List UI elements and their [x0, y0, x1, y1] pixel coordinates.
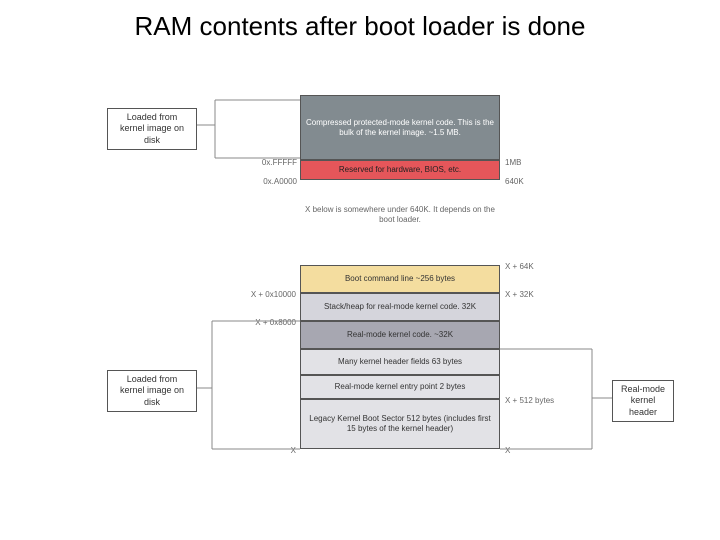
lower-side-left: Loaded from kernel image on disk — [107, 370, 197, 412]
block-legacy: Legacy Kernel Boot Sector 512 bytes (inc… — [300, 399, 500, 449]
addr-x-bottom-right: X — [505, 446, 510, 455]
addr-x-bottom-left: X — [286, 446, 296, 455]
addr-640k: 640K — [505, 177, 524, 186]
note-x-below: X below is somewhere under 640K. It depe… — [300, 205, 500, 224]
addr-x-512: X + 512 bytes — [505, 396, 554, 405]
addr-1mb: 1MB — [505, 158, 521, 167]
block-rm-code: Real-mode kernel code. ~32K — [300, 321, 500, 349]
addr-x-64k: X + 64K — [505, 262, 534, 271]
block-reserved: Reserved for hardware, BIOS, etc. — [300, 160, 500, 180]
block-kernel-pm: Compressed protected-mode kernel code. T… — [300, 95, 500, 160]
addr-x-8000: X + 0x8000 — [230, 318, 296, 327]
addr-0xfffff: 0x.FFFFF — [245, 158, 297, 167]
block-header: Many kernel header fields 63 bytes — [300, 349, 500, 375]
addr-x-32k: X + 32K — [505, 290, 534, 299]
block-bootcmd: Boot command line ~256 bytes — [300, 265, 500, 293]
upper-side-label: Loaded from kernel image on disk — [107, 108, 197, 150]
block-entry: Real-mode kernel entry point 2 bytes — [300, 375, 500, 399]
addr-0xa0000: 0x.A0000 — [245, 177, 297, 186]
block-stackheap: Stack/heap for real-mode kernel code. 32… — [300, 293, 500, 321]
addr-x-10000: X + 0x10000 — [230, 290, 296, 299]
lower-side-right: Real-mode kernel header — [612, 380, 674, 422]
page-title: RAM contents after boot loader is done — [0, 0, 720, 49]
